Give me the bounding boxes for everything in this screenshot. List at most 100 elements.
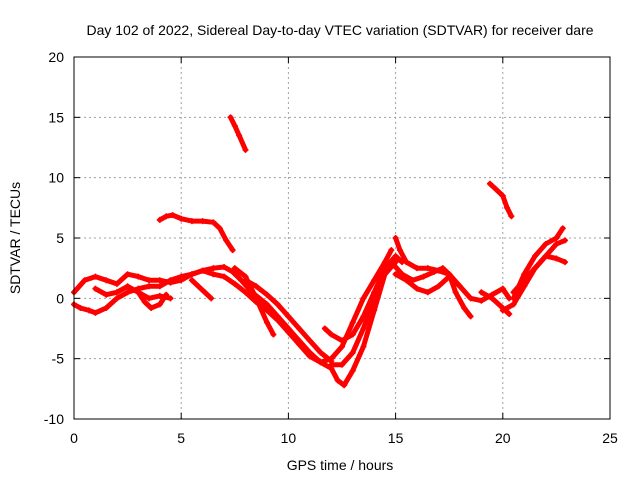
data-point [236,132,243,139]
data-point [124,289,131,296]
data-point [508,213,515,220]
data-point [339,343,345,350]
data-point [169,212,176,219]
data-point [306,349,313,356]
data-point [317,349,324,356]
data-point [253,295,260,302]
data-point [210,271,217,278]
data-point [124,271,131,278]
data-point [263,307,270,314]
data-point [360,295,367,302]
data-point [221,273,228,280]
data-point [339,361,345,368]
data-point [392,253,399,260]
y-axis-title: SDTVAR / TECUs [7,182,23,294]
data-point [210,265,217,272]
x-tick-label: 20 [495,430,511,446]
data-point [499,307,506,314]
data-point [531,265,538,272]
data-point [146,283,153,290]
series-line-trace-16 [487,181,514,219]
plot-frame [73,56,611,420]
data-point [195,283,202,290]
data-point [156,216,163,223]
data-point [403,259,410,266]
data-point [561,259,568,266]
data-point [296,337,303,344]
data-point [349,367,356,374]
series-line-trace-6 [157,212,236,253]
data-point [167,295,174,302]
data-point [188,218,195,225]
data-point [163,213,170,220]
data-point [227,114,234,121]
data-point [467,313,474,320]
data-point [339,337,345,344]
data-point [263,291,270,298]
series-layer [71,114,568,389]
data-point [435,283,442,290]
data-point [371,277,378,284]
data-point [141,298,148,305]
data-point [274,313,281,320]
x-tick-label: 0 [70,430,78,446]
data-point [274,301,281,308]
data-point [478,297,485,304]
data-point [263,301,270,308]
data-point [341,382,348,389]
data-point [231,265,238,272]
data-point [317,359,324,366]
y-tick-label: 0 [56,290,64,306]
data-point [439,265,446,272]
chart-title: Day 102 of 2022, Sidereal Day-to-day VTE… [86,22,593,38]
data-point [156,301,163,308]
series-line-trace-13 [393,271,512,304]
data-point [178,273,185,280]
data-point [377,277,384,284]
data-point [148,304,155,311]
data-point [381,259,388,266]
data-point [431,268,438,275]
data-point [285,325,292,332]
series-line-trace-5 [189,277,214,301]
data-point [334,377,341,384]
data-point [242,146,249,153]
data-point [156,292,163,299]
data-point [229,247,236,254]
data-point [360,343,367,350]
data-point [223,237,230,244]
data-point [146,295,153,302]
data-point [409,277,416,284]
x-tick-label: 5 [177,430,185,446]
data-point [542,241,549,248]
data-point [486,180,493,187]
data-point [467,295,474,302]
data-point [388,259,395,266]
series-line-trace-14 [388,259,474,319]
data-point [201,289,208,296]
data-point [553,235,560,241]
data-point [381,265,388,272]
data-point [559,225,566,232]
data-point [510,295,517,302]
data-point [349,331,356,338]
data-point [188,271,195,278]
data-point [542,253,549,260]
data-point [388,247,395,254]
y-tick-label: -10 [44,411,64,427]
ticks-layer: 0 5 10 15 20 25 -10 -5 0 5 10 15 20 [44,49,618,446]
data-point [135,289,142,296]
data-point [506,311,513,318]
y-tick-label: 20 [48,49,64,65]
data-point [188,277,195,284]
data-point [221,263,228,270]
data-point [103,291,110,298]
data-point [561,237,568,244]
data-point [216,225,223,232]
data-point [493,186,500,193]
data-point [328,331,335,338]
x-axis-title: GPS time / hours [287,457,394,473]
data-point [135,273,142,280]
data-point [392,235,399,241]
